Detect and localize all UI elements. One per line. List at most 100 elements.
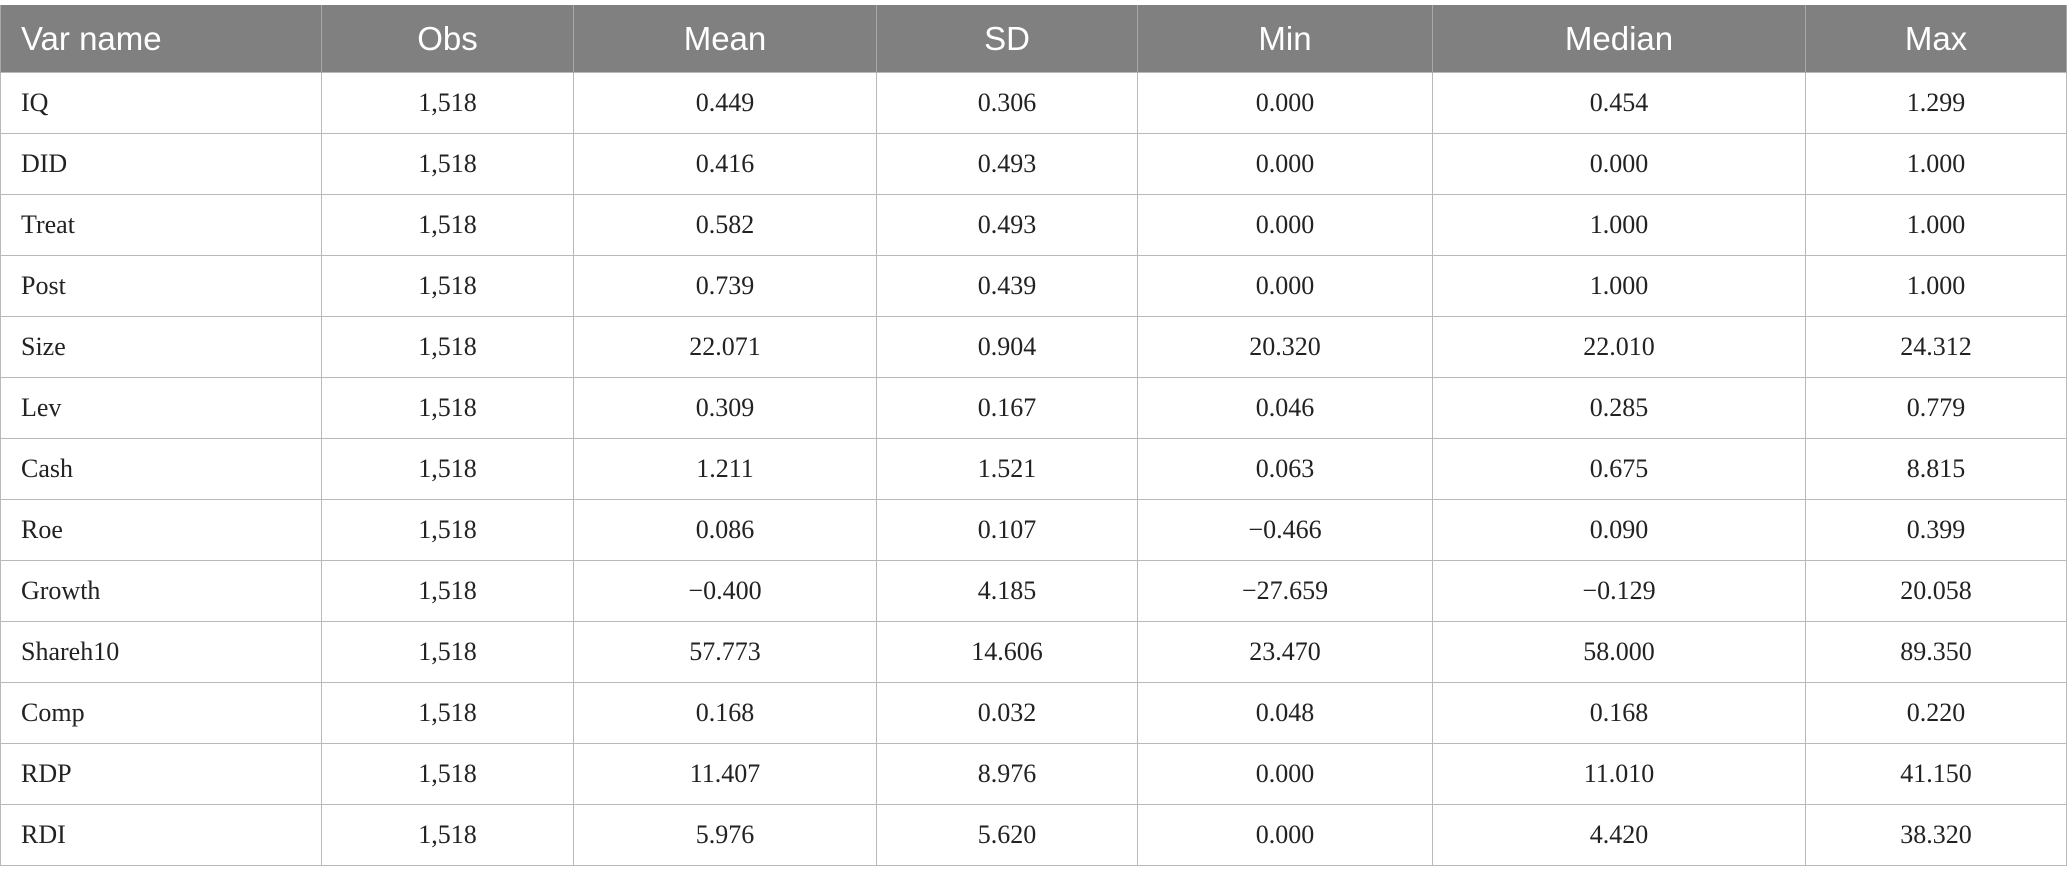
cell-obs: 1,518 <box>321 621 574 683</box>
cell-var-name: Lev <box>0 377 322 439</box>
descriptive-statistics-table: Var name Obs Mean SD Min Median Max IQ 1,… <box>0 5 2067 866</box>
cell-obs: 1,518 <box>321 743 574 805</box>
cell-var-name: Roe <box>0 499 322 561</box>
table-row: Size 1,518 22.071 0.904 20.320 22.010 24.312 <box>0 316 2067 378</box>
cell-min: −0.466 <box>1137 499 1433 561</box>
cell-var-name: Post <box>0 255 322 317</box>
cell-median: 4.420 <box>1432 804 1806 866</box>
cell-min: 0.000 <box>1137 743 1433 805</box>
cell-max: 1.000 <box>1805 255 2067 317</box>
cell-obs: 1,518 <box>321 316 574 378</box>
cell-min: 23.470 <box>1137 621 1433 683</box>
cell-sd: 0.306 <box>876 72 1138 134</box>
cell-max: 41.150 <box>1805 743 2067 805</box>
table-row: Treat 1,518 0.582 0.493 0.000 1.000 1.000 <box>0 194 2067 256</box>
cell-min: 0.000 <box>1137 72 1433 134</box>
cell-sd: 0.107 <box>876 499 1138 561</box>
cell-mean: 11.407 <box>573 743 877 805</box>
cell-obs: 1,518 <box>321 499 574 561</box>
cell-sd: 5.620 <box>876 804 1138 866</box>
cell-sd: 0.439 <box>876 255 1138 317</box>
cell-obs: 1,518 <box>321 438 574 500</box>
table-body: IQ 1,518 0.449 0.306 0.000 0.454 1.299 DID 1,518… <box>0 72 2067 866</box>
table-row: Comp 1,518 0.168 0.032 0.048 0.168 0.220 <box>0 682 2067 744</box>
cell-mean: 0.449 <box>573 72 877 134</box>
cell-var-name: Shareh10 <box>0 621 322 683</box>
cell-sd: 1.521 <box>876 438 1138 500</box>
cell-median: 58.000 <box>1432 621 1806 683</box>
cell-mean: 1.211 <box>573 438 877 500</box>
cell-min: −27.659 <box>1137 560 1433 622</box>
cell-max: 1.000 <box>1805 194 2067 256</box>
cell-median: 1.000 <box>1432 255 1806 317</box>
cell-obs: 1,518 <box>321 682 574 744</box>
cell-mean: 0.416 <box>573 133 877 195</box>
column-header-obs: Obs <box>321 5 574 73</box>
cell-max: 89.350 <box>1805 621 2067 683</box>
cell-median: 0.454 <box>1432 72 1806 134</box>
cell-var-name: Growth <box>0 560 322 622</box>
cell-median: 0.090 <box>1432 499 1806 561</box>
cell-max: 8.815 <box>1805 438 2067 500</box>
table-row: Shareh10 1,518 57.773 14.606 23.470 58.000 89.… <box>0 621 2067 683</box>
cell-mean: 0.168 <box>573 682 877 744</box>
cell-sd: 4.185 <box>876 560 1138 622</box>
table-row: DID 1,518 0.416 0.493 0.000 0.000 1.000 <box>0 133 2067 195</box>
cell-mean: 0.309 <box>573 377 877 439</box>
cell-median: 0.285 <box>1432 377 1806 439</box>
cell-mean: 22.071 <box>573 316 877 378</box>
cell-sd: 0.032 <box>876 682 1138 744</box>
cell-max: 1.299 <box>1805 72 2067 134</box>
cell-max: 0.779 <box>1805 377 2067 439</box>
cell-min: 0.000 <box>1137 133 1433 195</box>
cell-sd: 8.976 <box>876 743 1138 805</box>
cell-var-name: Treat <box>0 194 322 256</box>
descriptive-statistics-table-container: Var name Obs Mean SD Min Median Max IQ 1,… <box>0 5 2067 866</box>
cell-obs: 1,518 <box>321 377 574 439</box>
column-header-min: Min <box>1137 5 1433 73</box>
cell-obs: 1,518 <box>321 804 574 866</box>
cell-var-name: DID <box>0 133 322 195</box>
cell-var-name: RDI <box>0 804 322 866</box>
cell-obs: 1,518 <box>321 194 574 256</box>
cell-mean: 0.582 <box>573 194 877 256</box>
cell-min: 0.000 <box>1137 194 1433 256</box>
cell-sd: 14.606 <box>876 621 1138 683</box>
cell-min: 0.063 <box>1137 438 1433 500</box>
table-row: RDI 1,518 5.976 5.620 0.000 4.420 38.320 <box>0 804 2067 866</box>
cell-median: 0.168 <box>1432 682 1806 744</box>
cell-sd: 0.904 <box>876 316 1138 378</box>
table-row: RDP 1,518 11.407 8.976 0.000 11.010 41.150 <box>0 743 2067 805</box>
cell-mean: −0.400 <box>573 560 877 622</box>
cell-median: 1.000 <box>1432 194 1806 256</box>
cell-mean: 5.976 <box>573 804 877 866</box>
cell-var-name: Cash <box>0 438 322 500</box>
cell-max: 1.000 <box>1805 133 2067 195</box>
column-header-mean: Mean <box>573 5 877 73</box>
table-row: Post 1,518 0.739 0.439 0.000 1.000 1.000 <box>0 255 2067 317</box>
cell-obs: 1,518 <box>321 560 574 622</box>
header-row: Var name Obs Mean SD Min Median Max <box>0 5 2067 73</box>
cell-var-name: Comp <box>0 682 322 744</box>
column-header-median: Median <box>1432 5 1806 73</box>
table-row: Roe 1,518 0.086 0.107 −0.466 0.090 0.399 <box>0 499 2067 561</box>
cell-median: 22.010 <box>1432 316 1806 378</box>
cell-var-name: IQ <box>0 72 322 134</box>
cell-sd: 0.493 <box>876 133 1138 195</box>
cell-min: 0.000 <box>1137 255 1433 317</box>
cell-max: 0.220 <box>1805 682 2067 744</box>
table-row: Lev 1,518 0.309 0.167 0.046 0.285 0.779 <box>0 377 2067 439</box>
cell-median: 11.010 <box>1432 743 1806 805</box>
table-row: Cash 1,518 1.211 1.521 0.063 0.675 8.815 <box>0 438 2067 500</box>
cell-obs: 1,518 <box>321 255 574 317</box>
cell-min: 0.000 <box>1137 804 1433 866</box>
cell-var-name: RDP <box>0 743 322 805</box>
table-row: IQ 1,518 0.449 0.306 0.000 0.454 1.299 <box>0 72 2067 134</box>
cell-mean: 0.739 <box>573 255 877 317</box>
cell-mean: 0.086 <box>573 499 877 561</box>
column-header-var-name: Var name <box>0 5 322 73</box>
cell-median: −0.129 <box>1432 560 1806 622</box>
cell-min: 0.046 <box>1137 377 1433 439</box>
cell-max: 0.399 <box>1805 499 2067 561</box>
